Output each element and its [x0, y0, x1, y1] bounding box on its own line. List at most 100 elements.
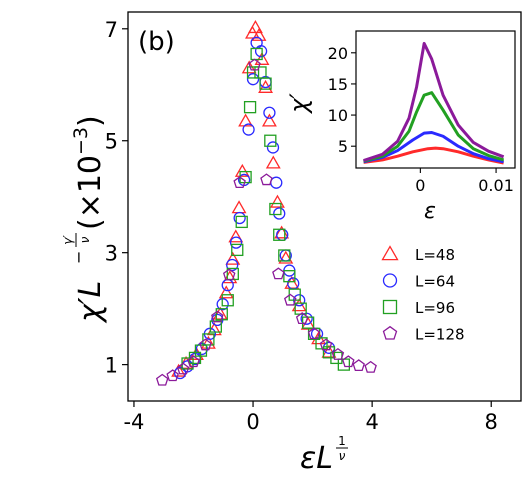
svg-text:χ′L: χ′L	[73, 281, 108, 324]
inset-line-l-48	[363, 146, 504, 165]
y-tick-label: 1	[105, 354, 118, 378]
data-point-l-96	[250, 47, 263, 61]
data-point-l-64	[242, 123, 255, 136]
inset-y-tick-label: 5	[338, 137, 348, 156]
data-point-l-128	[199, 338, 212, 351]
legend-marker-l-96	[382, 299, 398, 315]
data-point-l-96	[283, 270, 296, 283]
y-tick-label: 3	[105, 242, 118, 266]
inset-y-tick-label: 15	[328, 75, 348, 94]
data-point-l-96	[246, 66, 260, 79]
data-point-l-96	[235, 215, 248, 229]
inset-line-l-64	[363, 131, 504, 164]
x-axis-exp-denominator: ν	[339, 449, 346, 463]
data-point-l-128	[342, 355, 355, 368]
data-point-l-64	[229, 236, 243, 249]
data-point-l-48	[238, 113, 254, 127]
inset-x-axis-label: ε	[424, 199, 436, 224]
data-point-l-128	[166, 369, 179, 382]
data-point-l-128	[364, 360, 377, 373]
data-point-l-64	[246, 73, 260, 86]
data-point-l-128	[176, 362, 190, 375]
data-point-l-128	[352, 359, 365, 372]
legend-label-l-96: L=96	[415, 299, 455, 317]
data-point-l-128	[331, 347, 345, 360]
data-point-l-64	[263, 106, 276, 119]
data-point-l-96	[202, 333, 215, 346]
data-point-l-96	[209, 320, 222, 333]
main-plot-frame	[127, 11, 522, 402]
main-data-points	[155, 20, 377, 386]
data-point-l-128	[211, 310, 224, 323]
x-tick-label: -4	[123, 410, 144, 434]
x-axis-label-main: εL	[300, 441, 333, 476]
x-axis-exp-numerator: 1	[338, 434, 346, 448]
data-point-l-64	[254, 45, 268, 58]
y-axis-exp-minus: −	[69, 251, 88, 264]
data-point-l-48	[212, 306, 228, 320]
data-point-l-128	[233, 176, 246, 189]
data-point-l-64	[173, 366, 187, 380]
inset-lines	[363, 41, 505, 165]
data-point-l-48	[251, 27, 267, 41]
data-point-l-128	[248, 58, 261, 71]
inset-x-tick-label: 0.01	[478, 176, 514, 195]
y-tick-label: 5	[105, 130, 118, 154]
data-point-l-64	[273, 207, 286, 220]
data-point-l-48	[234, 163, 250, 177]
inset-line-l-128	[363, 41, 505, 162]
data-point-l-96	[273, 228, 286, 241]
panel-label: (b)	[138, 27, 175, 57]
data-point-l-96	[231, 243, 244, 257]
data-point-l-64	[233, 211, 246, 225]
y-axis-exp-numerator: γ′	[61, 235, 75, 245]
x-tick-label: 0	[246, 410, 259, 434]
data-point-l-128	[307, 327, 321, 340]
inset-axis-ticks: 0 0.01 5 10 15 20	[328, 44, 514, 195]
y-axis-exp-denominator: ν	[78, 236, 92, 243]
data-point-l-64	[195, 342, 208, 356]
svg-text:(×10−3): (×10−3)	[70, 115, 108, 230]
y-axis-label: χ′L − γ′ ν (×10−3)	[61, 115, 108, 324]
legend-label-l-48: L=48	[415, 246, 455, 264]
data-point-l-48	[225, 251, 241, 265]
legend: L=48 L=64 L=96 L=128	[381, 245, 465, 344]
data-point-l-128	[295, 312, 309, 325]
data-point-l-48	[254, 51, 270, 65]
y-axis-label-main: χ′L	[73, 281, 108, 324]
data-point-l-96	[278, 249, 291, 262]
data-point-l-128	[272, 267, 285, 280]
data-point-l-48	[228, 229, 244, 243]
x-axis-label-exponent: 1 ν	[336, 434, 348, 463]
legend-label-l-64: L=64	[415, 273, 455, 291]
data-point-l-48	[261, 113, 277, 127]
data-point-l-96	[221, 294, 234, 307]
x-axis-label: εL	[300, 441, 333, 476]
data-point-l-128	[319, 338, 333, 351]
x-tick-label: 4	[365, 410, 378, 434]
y-axis-label-suffix: (×10	[73, 155, 108, 230]
data-point-l-96	[259, 77, 272, 90]
y-tick-label: 7	[105, 18, 118, 42]
data-point-l-48	[270, 194, 285, 208]
y-axis-label-suffix-end: )	[73, 115, 108, 127]
main-axis-ticks: -4 0 4 8 1 3 5 7	[105, 18, 498, 434]
data-point-l-128	[155, 373, 169, 386]
inset-x-tick-label: 0	[415, 176, 425, 195]
data-point-l-128	[260, 173, 273, 186]
legend-label-l-128: L=128	[415, 326, 465, 344]
data-point-l-96	[269, 202, 282, 216]
legend-marker-l-128	[382, 325, 398, 340]
legend-marker-l-64	[382, 273, 398, 288]
inset-line-l-96	[363, 91, 505, 163]
inset-y-axis-label: χ′	[285, 93, 313, 115]
data-point-l-96	[243, 101, 257, 114]
data-point-l-48	[218, 285, 234, 299]
data-point-l-96	[315, 337, 328, 350]
data-point-l-64	[266, 141, 280, 154]
data-point-l-128	[284, 293, 297, 306]
data-point-l-96	[264, 134, 277, 147]
legend-marker-l-48	[381, 245, 399, 261]
data-point-l-128	[222, 268, 236, 281]
